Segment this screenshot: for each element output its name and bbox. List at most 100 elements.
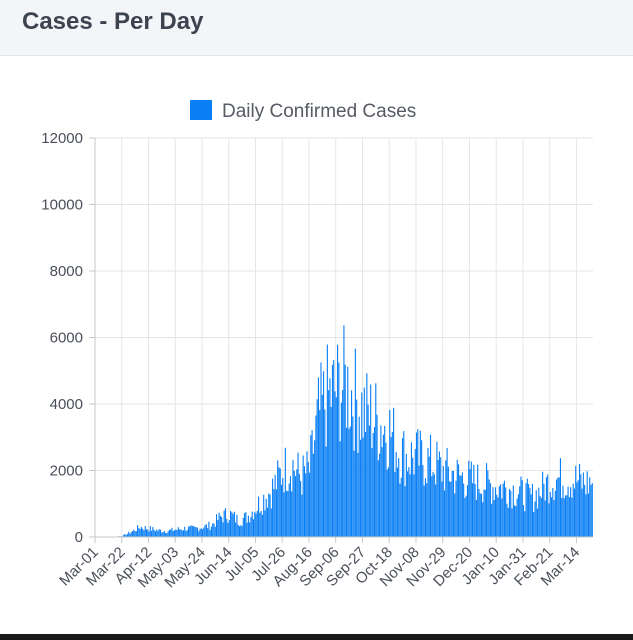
daily-bar[interactable] <box>370 384 372 537</box>
daily-bar[interactable] <box>143 530 145 537</box>
daily-bar[interactable] <box>559 458 562 537</box>
daily-bar[interactable] <box>316 399 318 537</box>
daily-bar[interactable] <box>587 493 590 537</box>
daily-bar[interactable] <box>286 490 288 537</box>
daily-bar[interactable] <box>507 507 509 537</box>
chart-legend[interactable]: Daily Confirmed Cases <box>190 100 416 122</box>
daily-bar[interactable] <box>399 483 401 537</box>
daily-bar[interactable] <box>381 447 383 537</box>
daily-bar[interactable] <box>357 452 359 537</box>
daily-bar[interactable] <box>443 490 446 537</box>
daily-bar[interactable] <box>258 496 260 537</box>
daily-bar[interactable] <box>294 476 297 537</box>
daily-bar[interactable] <box>282 477 284 537</box>
daily-bar[interactable] <box>187 526 190 537</box>
daily-bar[interactable] <box>317 377 320 537</box>
daily-bar[interactable] <box>203 527 205 537</box>
daily-bar[interactable] <box>352 416 354 537</box>
daily-bar[interactable] <box>361 392 363 537</box>
daily-bar[interactable] <box>173 530 176 537</box>
daily-bar[interactable] <box>268 493 270 537</box>
daily-bar[interactable] <box>358 416 360 537</box>
daily-bar[interactable] <box>372 433 374 537</box>
daily-bar[interactable] <box>322 371 325 537</box>
daily-bar[interactable] <box>491 503 493 537</box>
daily-bar[interactable] <box>170 529 172 537</box>
daily-bar[interactable] <box>492 487 494 537</box>
daily-bar[interactable] <box>463 483 465 537</box>
daily-bar[interactable] <box>472 483 474 537</box>
daily-bar[interactable] <box>153 529 155 537</box>
daily-bar[interactable] <box>128 531 130 537</box>
daily-bar[interactable] <box>251 511 253 537</box>
daily-bar[interactable] <box>554 490 556 537</box>
daily-bar[interactable] <box>380 425 382 537</box>
daily-bar[interactable] <box>542 471 544 537</box>
daily-bar[interactable] <box>131 531 134 537</box>
daily-bar[interactable] <box>525 483 527 537</box>
daily-bar[interactable] <box>460 475 462 537</box>
daily-bar[interactable] <box>249 522 251 537</box>
daily-bar[interactable] <box>536 508 539 537</box>
daily-bar[interactable] <box>578 464 581 537</box>
daily-bar[interactable] <box>441 481 443 537</box>
daily-bar[interactable] <box>531 483 533 537</box>
daily-bar[interactable] <box>326 344 328 537</box>
daily-bar[interactable] <box>272 478 274 537</box>
daily-bar[interactable] <box>338 362 340 537</box>
daily-bar[interactable] <box>459 475 461 537</box>
daily-bar[interactable] <box>161 532 163 537</box>
daily-bar[interactable] <box>325 446 327 537</box>
daily-bar[interactable] <box>400 477 402 537</box>
daily-bar[interactable] <box>215 514 218 537</box>
daily-bar[interactable] <box>575 465 577 537</box>
daily-bar[interactable] <box>368 425 370 537</box>
daily-bar[interactable] <box>524 511 526 537</box>
daily-bar[interactable] <box>297 452 299 537</box>
daily-bar[interactable] <box>394 472 396 537</box>
daily-bar[interactable] <box>171 527 173 537</box>
daily-bar[interactable] <box>473 464 475 537</box>
daily-bar[interactable] <box>283 492 285 537</box>
daily-bar[interactable] <box>359 439 362 537</box>
daily-bar[interactable] <box>185 530 187 537</box>
daily-bar[interactable] <box>403 431 405 537</box>
daily-bar[interactable] <box>488 479 490 537</box>
daily-bar[interactable] <box>457 464 460 537</box>
daily-bar[interactable] <box>576 482 578 537</box>
daily-bar[interactable] <box>133 529 135 537</box>
daily-bar[interactable] <box>130 532 132 537</box>
daily-bar[interactable] <box>148 531 150 537</box>
daily-bar[interactable] <box>486 463 488 537</box>
daily-bar[interactable] <box>530 494 532 537</box>
daily-bar[interactable] <box>168 529 170 537</box>
daily-bar[interactable] <box>135 531 137 537</box>
daily-bar[interactable] <box>254 511 256 537</box>
daily-bar[interactable] <box>558 477 560 537</box>
daily-bar[interactable] <box>450 481 452 537</box>
daily-bar[interactable] <box>354 348 356 537</box>
daily-bar[interactable] <box>389 410 391 537</box>
daily-bar[interactable] <box>139 529 141 537</box>
daily-bar[interactable] <box>451 470 453 537</box>
daily-bar[interactable] <box>165 532 167 537</box>
daily-bar[interactable] <box>147 529 149 537</box>
daily-bar[interactable] <box>223 510 225 537</box>
daily-bar[interactable] <box>241 525 243 537</box>
daily-bar[interactable] <box>522 505 525 537</box>
daily-bar[interactable] <box>124 534 126 537</box>
daily-bar[interactable] <box>384 425 386 537</box>
daily-bar[interactable] <box>477 464 479 537</box>
daily-bar[interactable] <box>123 534 125 537</box>
daily-bar[interactable] <box>529 487 531 537</box>
daily-bar[interactable] <box>226 518 228 537</box>
daily-bar[interactable] <box>190 525 192 537</box>
daily-bar[interactable] <box>311 430 313 537</box>
daily-bar[interactable] <box>375 383 377 537</box>
daily-bar[interactable] <box>310 435 312 537</box>
daily-bar[interactable] <box>189 526 191 537</box>
daily-bar[interactable] <box>517 494 519 537</box>
daily-bar[interactable] <box>363 387 365 537</box>
daily-bar[interactable] <box>176 529 178 537</box>
daily-bar[interactable] <box>306 451 308 537</box>
